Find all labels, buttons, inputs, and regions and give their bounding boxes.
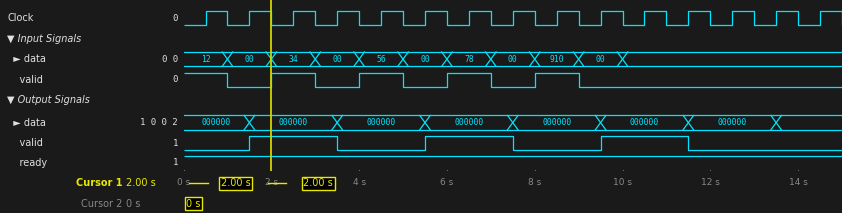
Text: Cursor 1: Cursor 1 bbox=[76, 178, 122, 188]
Text: 00: 00 bbox=[595, 55, 605, 64]
Text: ► data: ► data bbox=[8, 54, 46, 64]
Text: 000000: 000000 bbox=[630, 118, 659, 127]
Text: 1: 1 bbox=[173, 139, 178, 148]
Text: 00: 00 bbox=[333, 55, 342, 64]
Text: 56: 56 bbox=[376, 55, 386, 64]
Text: 0: 0 bbox=[173, 75, 178, 84]
Text: 10 s: 10 s bbox=[613, 178, 632, 187]
Text: ready: ready bbox=[8, 158, 47, 168]
Text: 000000: 000000 bbox=[454, 118, 483, 127]
Text: 1 0 0 2: 1 0 0 2 bbox=[141, 118, 178, 127]
Text: 12: 12 bbox=[200, 55, 210, 64]
Text: 8 s: 8 s bbox=[528, 178, 541, 187]
Text: 000000: 000000 bbox=[542, 118, 572, 127]
Text: 000000: 000000 bbox=[717, 118, 747, 127]
Text: ▼ Output Signals: ▼ Output Signals bbox=[8, 95, 90, 105]
Text: 2.00 s: 2.00 s bbox=[221, 178, 251, 188]
Text: Cursor 2: Cursor 2 bbox=[81, 199, 122, 209]
Text: valid: valid bbox=[8, 75, 43, 85]
Text: Clock: Clock bbox=[8, 13, 34, 23]
Text: valid: valid bbox=[8, 138, 43, 148]
Text: ► data: ► data bbox=[8, 118, 46, 128]
Text: 0: 0 bbox=[173, 13, 178, 23]
Text: 2.00 s: 2.00 s bbox=[126, 178, 156, 188]
Text: 00: 00 bbox=[420, 55, 430, 64]
Text: ▼ Input Signals: ▼ Input Signals bbox=[8, 34, 82, 44]
Text: 0 s: 0 s bbox=[177, 178, 190, 187]
Text: 0 0: 0 0 bbox=[162, 55, 178, 64]
Text: 00: 00 bbox=[244, 55, 254, 64]
Text: 4 s: 4 s bbox=[353, 178, 365, 187]
Text: 12 s: 12 s bbox=[701, 178, 720, 187]
Text: 000000: 000000 bbox=[202, 118, 231, 127]
Text: 14 s: 14 s bbox=[789, 178, 807, 187]
Text: 910: 910 bbox=[549, 55, 564, 64]
Text: 000000: 000000 bbox=[279, 118, 308, 127]
Text: 00: 00 bbox=[508, 55, 518, 64]
Text: 1: 1 bbox=[173, 158, 178, 167]
Text: 6 s: 6 s bbox=[440, 178, 454, 187]
Text: 0 s: 0 s bbox=[126, 199, 141, 209]
Text: 2.00 s: 2.00 s bbox=[303, 178, 333, 188]
Text: 2 s: 2 s bbox=[264, 178, 278, 187]
Text: 78: 78 bbox=[464, 55, 474, 64]
Text: 000000: 000000 bbox=[366, 118, 396, 127]
Text: 34: 34 bbox=[289, 55, 298, 64]
Text: 0 s: 0 s bbox=[186, 199, 201, 209]
